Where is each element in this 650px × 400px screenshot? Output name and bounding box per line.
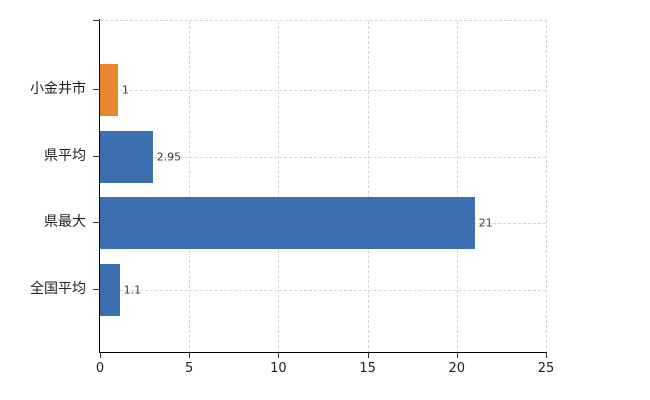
x-axis-tick-label: 10 bbox=[270, 361, 287, 376]
x-axis-tick-label: 25 bbox=[537, 361, 555, 376]
y-axis-tick bbox=[93, 288, 100, 290]
x-axis-tick bbox=[546, 352, 547, 358]
x-axis-tick bbox=[367, 352, 369, 358]
bar-value-label: 1.1 bbox=[123, 283, 142, 296]
gridline-vertical bbox=[278, 21, 280, 353]
x-axis-tick-label: 0 bbox=[95, 361, 105, 376]
bar bbox=[100, 130, 153, 183]
x-axis-tick-label: 5 bbox=[185, 361, 194, 376]
x-axis-tick bbox=[189, 352, 191, 358]
y-axis-end-tick bbox=[93, 20, 100, 21]
bar-value-label: 21 bbox=[478, 216, 493, 230]
y-axis-tick bbox=[93, 155, 100, 157]
gridline-horizontal bbox=[100, 90, 546, 91]
gridline-vertical bbox=[367, 21, 369, 353]
bar bbox=[100, 263, 120, 316]
x-axis-tick bbox=[456, 352, 458, 358]
x-axis-tick bbox=[278, 352, 280, 358]
bar bbox=[100, 64, 118, 116]
y-axis-line bbox=[99, 19, 100, 353]
bar bbox=[100, 197, 475, 249]
x-axis-line bbox=[99, 352, 547, 353]
y-axis-label: 県最大 bbox=[44, 214, 86, 230]
y-axis-label: 全国平均 bbox=[30, 280, 86, 297]
y-axis-tick bbox=[93, 89, 100, 90]
y-axis-label: 県平均 bbox=[44, 147, 86, 164]
bar-value-label: 1 bbox=[121, 83, 129, 97]
gridline-horizontal bbox=[100, 156, 546, 158]
gridline-horizontal bbox=[100, 289, 546, 291]
x-axis-tick-label: 20 bbox=[448, 361, 466, 376]
y-axis-label: 小金井市 bbox=[30, 81, 86, 97]
bar-value-label: 2.95 bbox=[156, 150, 182, 163]
plot-area: 1 2.95 21 1.1 bbox=[100, 20, 547, 353]
x-axis-tick bbox=[100, 352, 101, 358]
y-axis-tick bbox=[93, 222, 100, 223]
x-axis-tick-label: 15 bbox=[359, 361, 376, 376]
gridline-vertical bbox=[189, 21, 191, 353]
gridline-vertical bbox=[456, 21, 458, 353]
